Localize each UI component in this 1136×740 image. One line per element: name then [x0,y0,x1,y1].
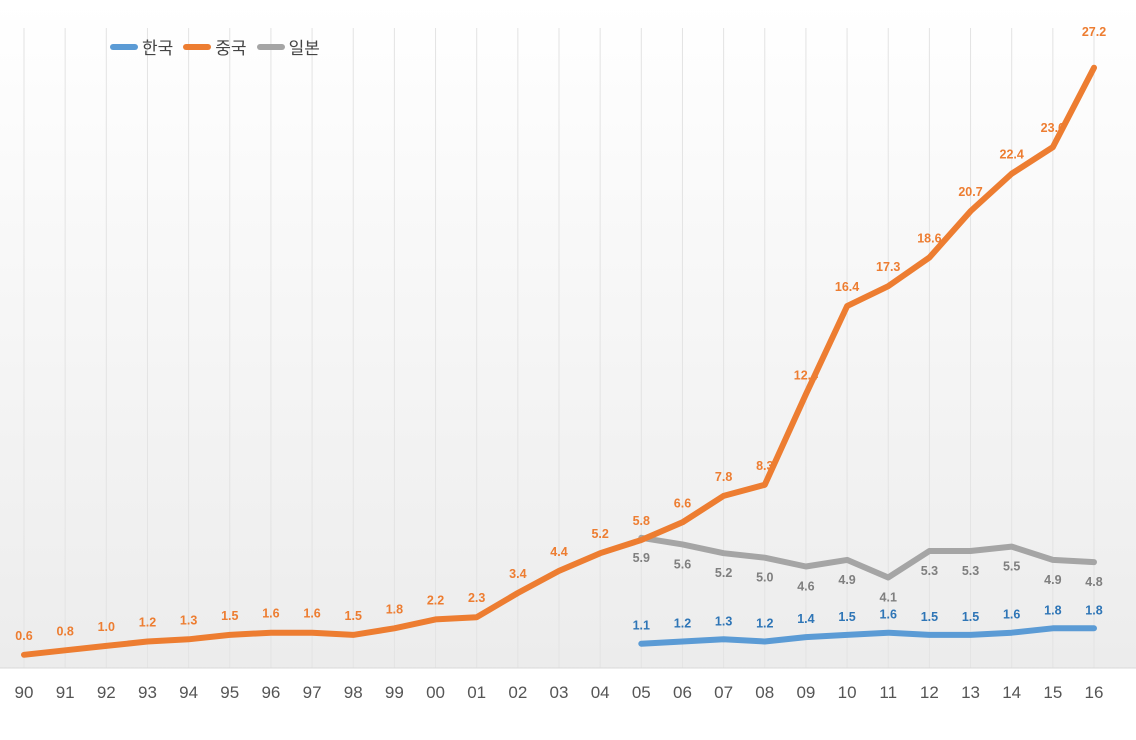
data-label-china: 2.2 [427,593,444,607]
data-label-japan: 4.1 [880,591,897,605]
data-label-china: 1.3 [180,613,197,627]
x-tick-label: 95 [220,683,239,702]
x-tick-label: 98 [344,683,363,702]
data-label-china: 1.0 [98,620,115,634]
series-line-japan [638,534,1097,581]
data-label-japan: 4.9 [1044,573,1061,587]
x-tick-label: 03 [550,683,569,702]
x-tick-label: 05 [632,683,651,702]
legend-item-korea: 한국 [110,34,173,59]
data-label-china: 2.3 [468,591,485,605]
x-tick-label: 10 [838,683,857,702]
x-tick-label: 12 [920,683,939,702]
data-label-china: 22.4 [1000,148,1024,162]
data-label-china: 6.6 [674,496,691,510]
data-label-korea: 1.4 [797,612,814,626]
data-label-china: 12.4 [794,368,818,382]
data-label-china: 1.6 [303,607,320,621]
data-label-japan: 5.2 [715,566,732,580]
data-label-china: 8.3 [756,459,773,473]
x-tick-label: 11 [879,683,897,702]
x-tick-label: 92 [97,683,116,702]
data-label-korea: 1.5 [838,610,855,624]
data-label-korea: 1.2 [674,617,691,631]
data-label-china: 0.6 [15,629,32,643]
legend-swatch-china [183,43,212,50]
x-tick-label: 90 [15,683,34,702]
x-tick-label: 97 [303,683,322,702]
data-label-japan: 4.6 [797,579,814,593]
data-label-china: 18.6 [917,232,941,246]
data-label-japan: 5.0 [756,571,773,585]
series-line-korea [638,625,1097,647]
x-tick-label: 04 [591,683,610,702]
data-label-korea: 1.2 [756,617,773,631]
data-label-china: 5.2 [591,527,608,541]
data-label-japan: 5.3 [962,564,979,578]
series-line-china [21,64,1097,658]
data-label-china: 27.2 [1082,25,1106,39]
x-tick-label: 00 [426,683,445,702]
legend-label-japan: 일본 [288,39,320,59]
data-label-china: 16.4 [835,280,859,294]
x-tick-label: 91 [56,683,75,702]
data-label-japan: 5.6 [674,557,691,571]
x-tick-label: 06 [673,683,692,702]
data-label-korea: 1.3 [715,614,732,628]
data-label-china: 7.8 [715,470,732,484]
x-tick-label: 08 [755,683,774,702]
data-label-korea: 1.5 [962,610,979,624]
data-label-china: 1.2 [139,616,156,630]
chart-legend: 한국 중국 일본 [110,34,320,59]
data-label-china: 0.8 [56,624,73,638]
x-tick-label: 07 [714,683,733,702]
data-label-korea: 1.8 [1044,603,1061,617]
legend-label-china: 중국 [215,39,247,59]
legend-item-china: 중국 [183,34,247,59]
data-label-korea: 1.5 [921,610,938,624]
data-label-china: 1.8 [386,602,403,616]
data-label-china: 3.4 [509,567,526,581]
data-label-china: 17.3 [876,260,900,274]
legend-swatch-korea [110,43,138,50]
x-tick-label: 99 [385,683,404,702]
legend-label-korea: 한국 [142,39,174,59]
data-label-japan: 5.9 [633,551,650,565]
x-tick-label: 02 [508,683,527,702]
data-label-china: 1.5 [221,609,238,623]
data-label-korea: 1.6 [1003,608,1020,622]
legend-swatch-japan [256,43,285,50]
legend-item-japan: 일본 [256,34,320,59]
data-label-japan: 4.9 [838,573,855,587]
data-label-japan: 4.8 [1085,575,1102,589]
data-label-korea: 1.6 [880,608,897,622]
data-label-china: 4.4 [550,545,567,559]
x-tick-label: 13 [961,683,980,702]
x-tick-label: 01 [467,683,486,702]
data-label-korea: 1.1 [633,619,650,633]
data-label-japan: 5.3 [921,564,938,578]
data-label-china: 5.8 [633,514,650,528]
data-label-japan: 5.5 [1003,560,1020,574]
data-label-china: 1.6 [262,607,279,621]
data-label-china: 1.5 [345,609,362,623]
x-tick-label: 15 [1043,683,1062,702]
x-tick-label: 14 [1002,683,1021,702]
data-label-korea: 1.8 [1085,603,1102,617]
plot-background [0,0,1136,668]
x-tick-label: 96 [261,683,280,702]
x-tick-label: 09 [796,683,815,702]
data-label-china: 23.6 [1041,121,1065,135]
x-tick-label: 16 [1085,683,1104,702]
data-label-china: 20.7 [958,185,982,199]
x-tick-label: 94 [179,683,198,702]
x-tick-label: 93 [138,683,157,702]
